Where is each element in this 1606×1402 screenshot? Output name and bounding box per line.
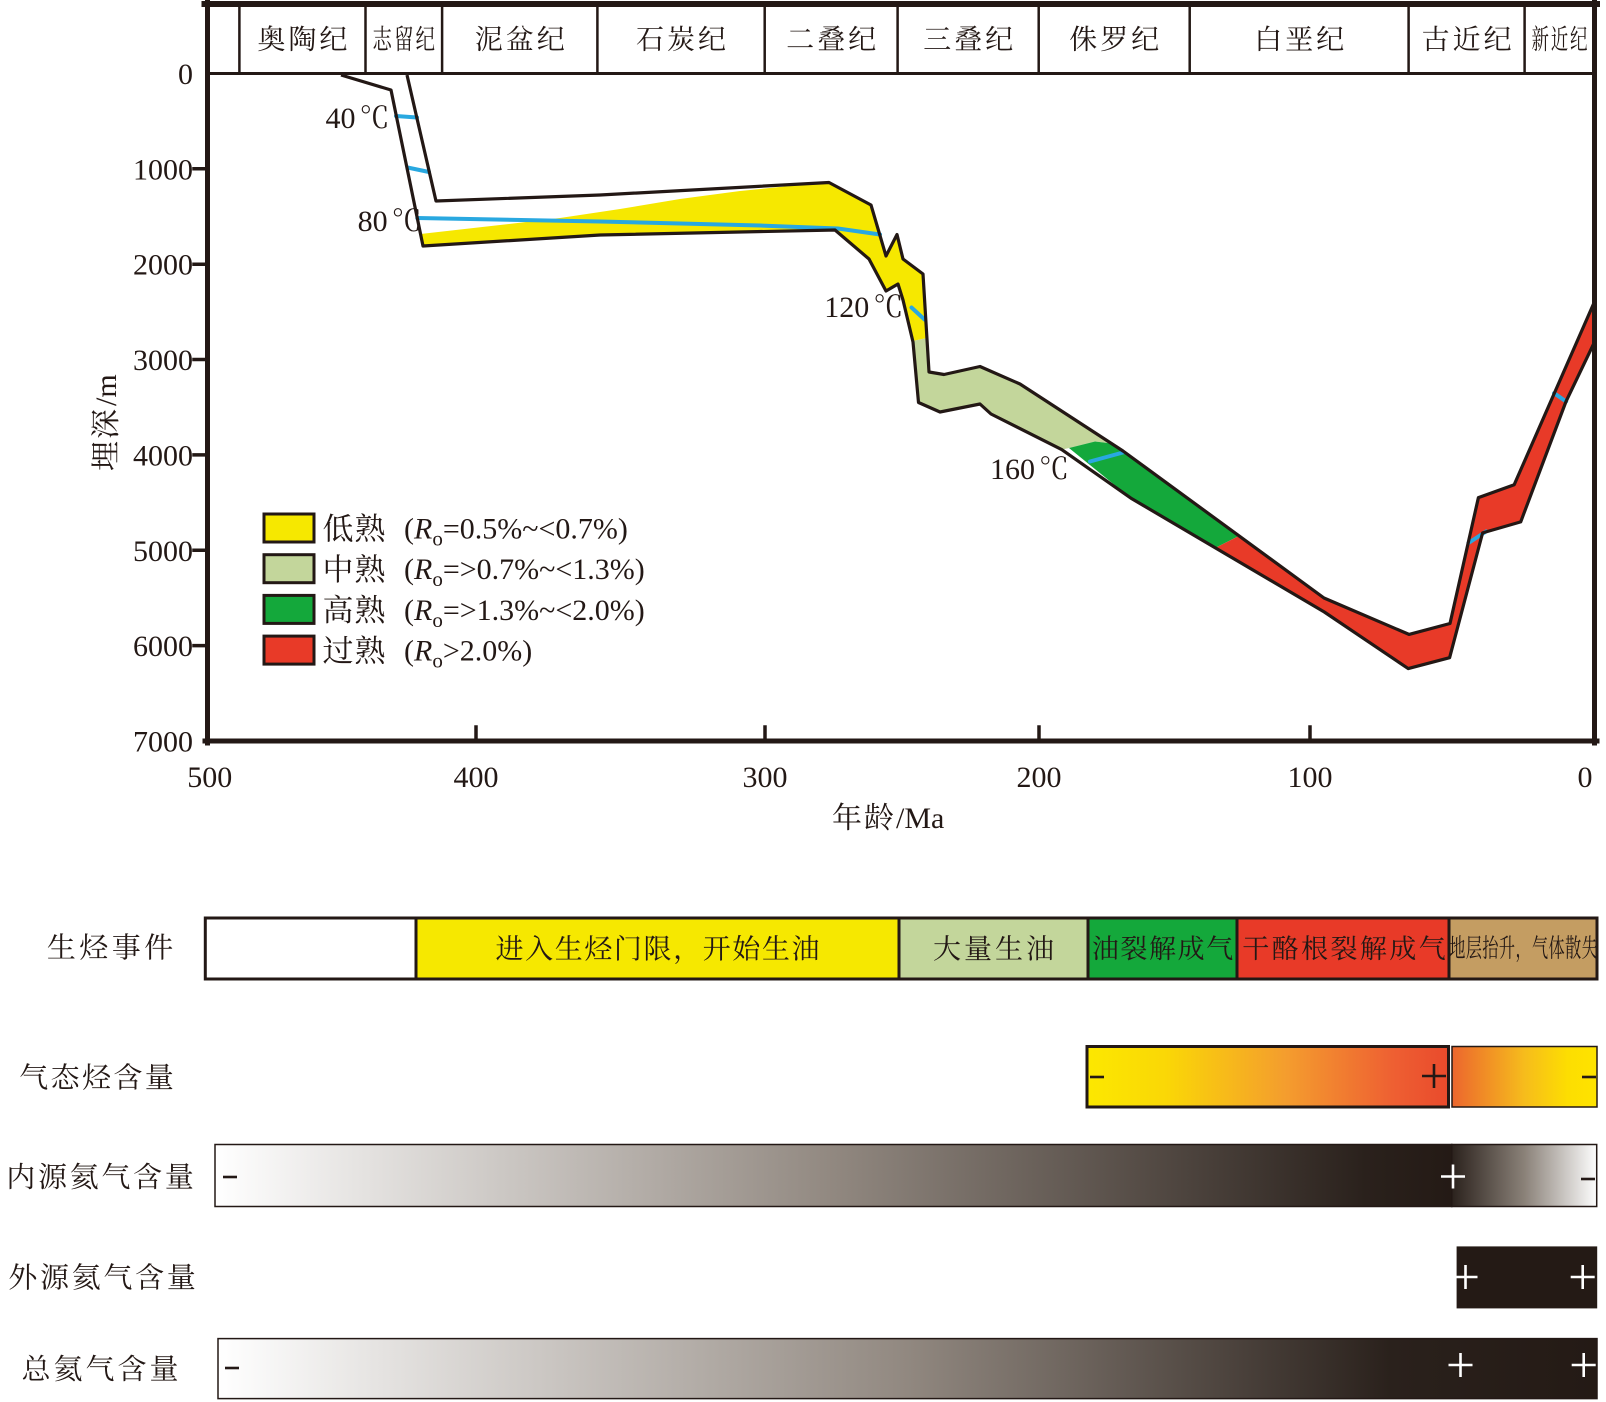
svg-text:0: 0 (178, 58, 193, 91)
svg-text:(Ro=>0.7%~<1.3%): (Ro=>0.7%~<1.3%) (404, 553, 645, 591)
svg-text:(Ro=>1.3%~<2.0%): (Ro=>1.3%~<2.0%) (404, 594, 645, 632)
svg-text:100: 100 (1288, 761, 1333, 794)
svg-text:6000: 6000 (133, 630, 193, 663)
svg-text:40: 40 (326, 102, 356, 135)
svg-text:120: 120 (824, 291, 869, 324)
svg-text:1000: 1000 (133, 153, 193, 186)
svg-text:7000: 7000 (133, 725, 193, 758)
svg-text:300: 300 (743, 761, 788, 794)
svg-text:/m: /m (90, 374, 123, 406)
svg-text:/Ma: /Ma (896, 802, 944, 835)
svg-text:(Ro>2.0%): (Ro>2.0%) (404, 635, 532, 673)
svg-text:500: 500 (187, 761, 232, 794)
svg-text:5000: 5000 (133, 535, 193, 568)
svg-text:400: 400 (454, 761, 499, 794)
svg-text:0: 0 (1578, 761, 1593, 794)
svg-text:160: 160 (990, 453, 1035, 486)
svg-text:4000: 4000 (133, 439, 193, 472)
svg-text:2000: 2000 (133, 249, 193, 282)
svg-text:3000: 3000 (133, 344, 193, 377)
svg-text:80: 80 (358, 205, 388, 238)
svg-text:200: 200 (1017, 761, 1062, 794)
